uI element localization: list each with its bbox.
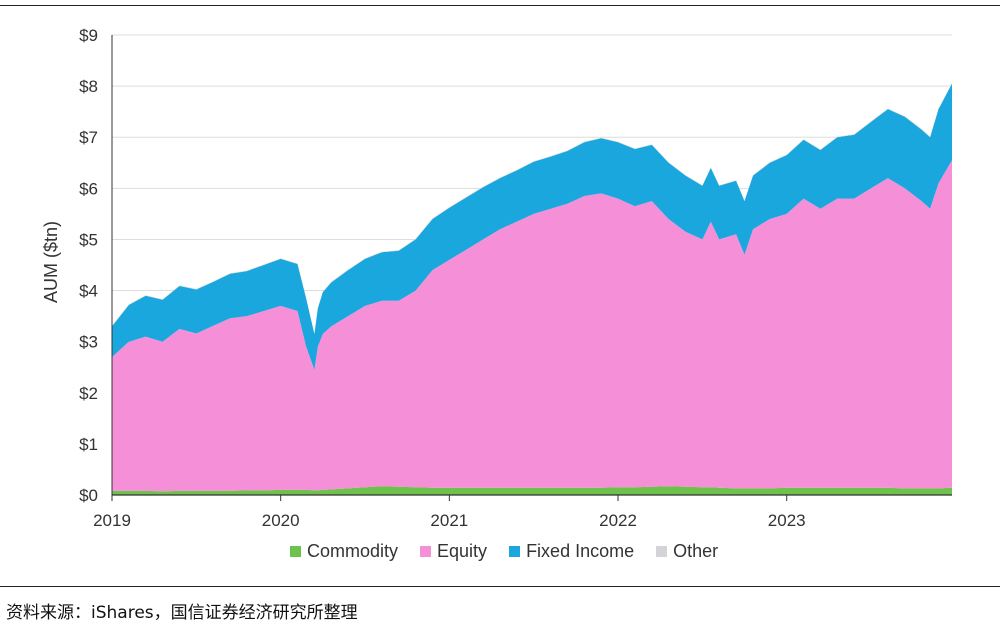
y-tick-label: $1 [79,435,98,454]
source-note: 资料来源：iShares，国信证券经济研究所整理 [6,603,358,623]
commodity-swatch [290,546,301,557]
fixed-income-swatch [509,546,521,557]
x-tick-label: 2020 [262,511,300,530]
area-commodity [112,486,952,495]
legend-item-equity: Equity [420,541,487,562]
x-tick-label: 2023 [768,511,806,530]
axes [111,35,952,501]
x-tick-label: 2021 [430,511,468,530]
equity-swatch [420,546,432,557]
y-tick-label: $0 [79,486,98,505]
legend-item-commodity: Commodity [290,541,398,562]
y-tick-label: $8 [79,77,98,96]
legend-item-other: Other [656,541,718,562]
x-tick-label: 2022 [599,511,637,530]
y-tick-labels: $0 $1 $2 $3 $4 $5 $6 $7 $8 $9 [79,26,98,505]
y-tick-label: $4 [79,282,98,301]
area-fixed-income [112,83,952,370]
bottom-rule [0,586,1000,587]
aum-area-chart: $0 $1 $2 $3 $4 $5 $6 $7 $8 $9 2019 2020 2021 2022 202… [41,26,952,530]
stacked-areas [112,83,952,495]
legend-label-fixed-income: Fixed Income [526,541,635,561]
y-tick-label: $9 [79,26,98,45]
area-equity [112,160,952,492]
y-tick-label: $2 [79,384,98,403]
legend-label-commodity: Commodity [307,541,399,561]
y-tick-label: $5 [79,230,98,249]
legend: Commodity Equity Fixed Income Other [290,541,718,562]
legend-label-equity: Equity [437,541,488,561]
legend-item-fixed-income: Fixed Income [509,541,634,562]
y-tick-label: $3 [79,333,98,352]
x-tick-labels: 2019 2020 2021 2022 2023 [93,511,806,530]
x-tick-label: 2019 [93,511,131,530]
other-swatch [656,546,668,557]
y-tick-label: $6 [79,179,98,198]
y-axis-label: AUM ($tn) [41,221,61,303]
y-tick-label: $7 [79,128,98,147]
top-rule [0,5,1000,6]
legend-label-other: Other [673,541,719,561]
